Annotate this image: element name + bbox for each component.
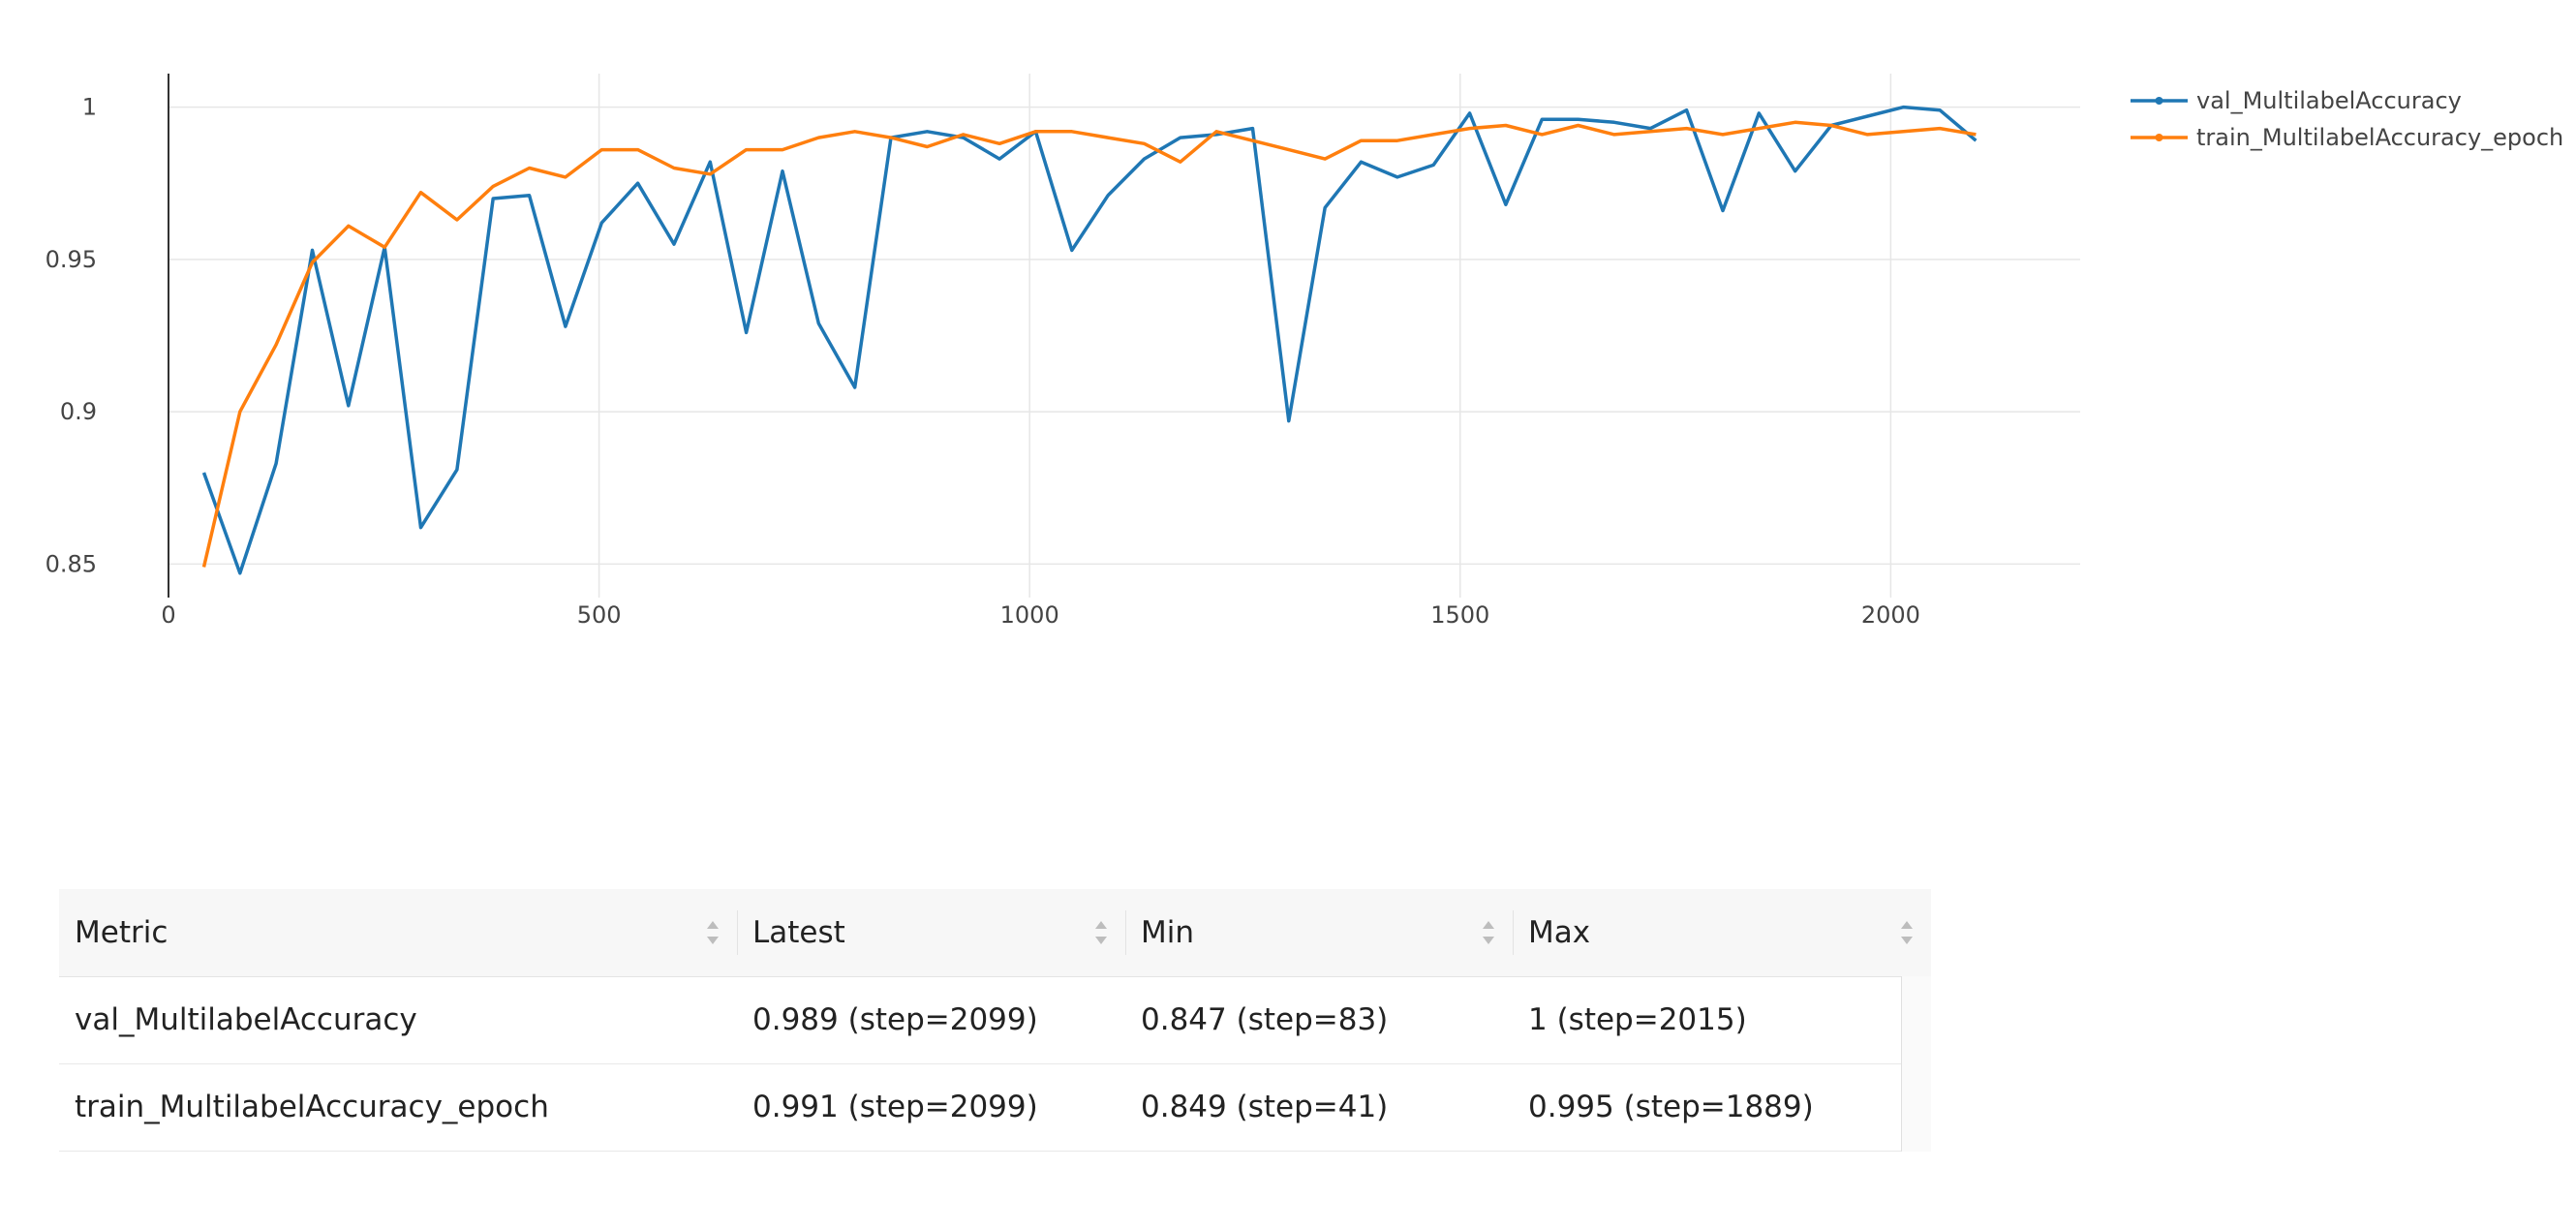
x-tick-label: 1000 — [1000, 601, 1059, 629]
metrics-summary-table: Metric Latest Min — [59, 889, 1931, 1152]
y-tick-label: 0.9 — [60, 398, 97, 425]
legend-marker — [2155, 134, 2163, 141]
cell-metric: val_MultilabelAccuracy — [59, 976, 737, 1064]
x-tick-label: 2000 — [1861, 601, 1920, 629]
series-lines[interactable] — [201, 105, 1978, 575]
table-scrollbar-gutter[interactable] — [1901, 976, 1931, 1152]
legend-item-train_MultilabelAccuracy_epoch[interactable]: train_MultilabelAccuracy_epoch — [2131, 124, 2563, 151]
cell-metric: train_MultilabelAccuracy_epoch — [59, 1063, 737, 1152]
header-divider — [1125, 910, 1126, 955]
column-header-metric-label: Metric — [75, 914, 169, 950]
cell-min: 0.847 (step=83) — [1125, 976, 1513, 1064]
column-header-latest-label: Latest — [752, 914, 845, 950]
cell-min: 0.849 (step=41) — [1125, 1063, 1513, 1152]
legend-marker — [2155, 97, 2163, 105]
chart-svg[interactable]: 0.85 0.9 0.95 1 0 500 1000 1500 2000 val_Multila… — [0, 0, 2576, 678]
column-header-max[interactable]: Max — [1513, 889, 1931, 977]
y-tick-label: 0.85 — [46, 550, 97, 577]
series-line-val_MultilabelAccuracy[interactable] — [201, 105, 1978, 575]
column-header-min[interactable]: Min — [1125, 889, 1513, 977]
x-tick-label: 500 — [577, 601, 622, 629]
table-header-row: Metric Latest Min — [59, 889, 1931, 977]
grid-lines — [169, 74, 2080, 598]
y-tick-label: 0.95 — [46, 246, 97, 273]
table-row: train_MultilabelAccuracy_epoch 0.991 (st… — [59, 1063, 1931, 1152]
legend[interactable]: val_MultilabelAccuracy train_MultilabelAc… — [2131, 87, 2563, 151]
header-divider — [1513, 910, 1514, 955]
x-tick-label: 0 — [161, 601, 175, 629]
series-line-train_MultilabelAccuracy_epoch[interactable] — [201, 120, 1977, 568]
column-header-metric[interactable]: Metric — [59, 889, 737, 977]
metrics-line-chart[interactable]: 0.85 0.9 0.95 1 0 500 1000 1500 2000 val_Multila… — [0, 0, 2576, 678]
legend-item-val_MultilabelAccuracy[interactable]: val_MultilabelAccuracy — [2131, 87, 2462, 114]
column-header-max-label: Max — [1528, 914, 1591, 950]
column-header-latest[interactable]: Latest — [737, 889, 1125, 977]
sort-icon[interactable] — [1094, 918, 1108, 947]
column-header-min-label: Min — [1141, 914, 1195, 950]
cell-max: 0.995 (step=1889) — [1513, 1063, 1931, 1152]
x-tick-label: 1500 — [1430, 601, 1489, 629]
cell-latest: 0.991 (step=2099) — [737, 1063, 1125, 1152]
axis-ticks: 0.85 0.9 0.95 1 0 500 1000 1500 2000 — [46, 94, 1920, 629]
header-divider — [737, 910, 738, 955]
legend-label: train_MultilabelAccuracy_epoch — [2196, 124, 2563, 151]
cell-latest: 0.989 (step=2099) — [737, 976, 1125, 1064]
sort-icon[interactable] — [706, 918, 720, 947]
sort-icon[interactable] — [1900, 918, 1914, 947]
sort-icon[interactable] — [1482, 918, 1495, 947]
y-tick-label: 1 — [82, 94, 97, 121]
cell-max: 1 (step=2015) — [1513, 976, 1931, 1064]
table-row: val_MultilabelAccuracy 0.989 (step=2099)… — [59, 976, 1931, 1064]
legend-label: val_MultilabelAccuracy — [2196, 87, 2462, 114]
